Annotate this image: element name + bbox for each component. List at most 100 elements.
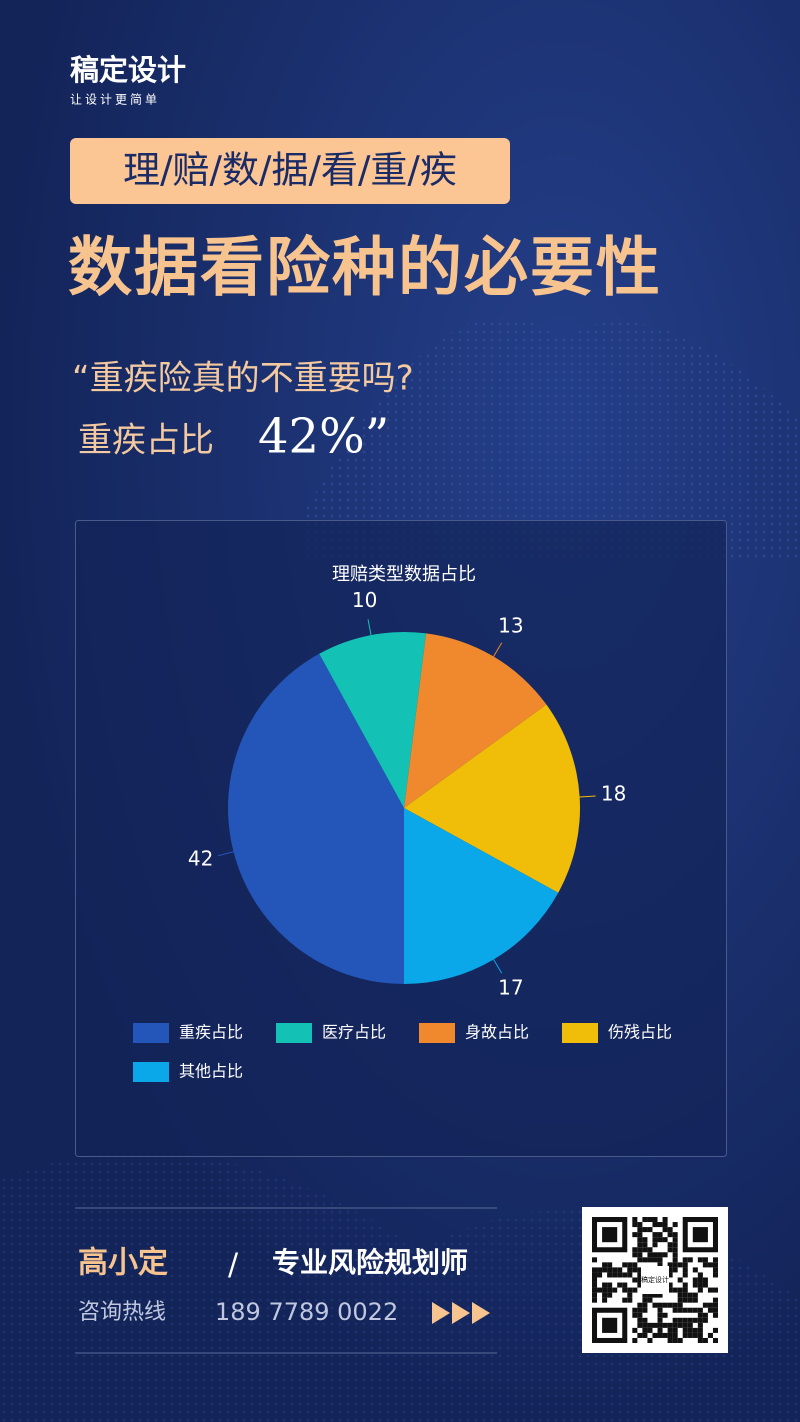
qr-cell — [657, 1237, 663, 1243]
qr-cell — [652, 1237, 658, 1243]
pie-slice — [227, 653, 404, 984]
leader-line — [493, 959, 503, 974]
qr-cell — [712, 1267, 718, 1273]
qr-cell — [597, 1272, 603, 1278]
qr-cell — [647, 1257, 653, 1263]
qr-cell — [647, 1292, 653, 1298]
qr-cell — [672, 1332, 678, 1338]
qr-cell — [592, 1287, 598, 1293]
qr-cell — [682, 1272, 688, 1278]
qr-cell — [657, 1317, 663, 1323]
legend-label: 伤残占比 — [608, 1023, 672, 1042]
qr-cell — [637, 1227, 643, 1233]
qr-cell — [607, 1287, 613, 1293]
qr-cell — [672, 1287, 678, 1293]
qr-cell — [712, 1262, 718, 1268]
qr-cell — [697, 1337, 703, 1343]
qr-cell — [677, 1322, 683, 1328]
contact-role: 专业风险规划师 — [272, 1246, 468, 1279]
qr-cell — [637, 1277, 643, 1283]
qr-cell — [692, 1332, 698, 1338]
qr-cell — [632, 1247, 638, 1253]
qr-cell — [637, 1257, 643, 1263]
qr-cell — [622, 1297, 628, 1303]
qr-cell — [642, 1332, 648, 1338]
qr-cell — [662, 1237, 668, 1243]
qr-cell — [652, 1217, 658, 1223]
pie-slice — [319, 632, 427, 808]
qr-cell — [632, 1232, 638, 1238]
qr-cell — [607, 1262, 613, 1268]
qr-cell — [692, 1317, 698, 1323]
qr-cell — [702, 1337, 708, 1343]
qr-cell — [637, 1322, 643, 1328]
qr-logo-bg — [641, 1266, 669, 1294]
qr-cell — [642, 1242, 648, 1248]
qr-cell — [647, 1327, 653, 1333]
qr-cell — [672, 1302, 678, 1308]
qr-cell — [667, 1282, 673, 1288]
qr-cell — [682, 1317, 688, 1323]
qr-cell — [627, 1262, 633, 1268]
qr-cell — [712, 1272, 718, 1278]
qr-cell — [657, 1327, 663, 1333]
qr-cell — [702, 1262, 708, 1268]
legend-label: 重疾占比 — [179, 1023, 243, 1042]
qr-cell — [652, 1292, 658, 1298]
qr-cell — [637, 1237, 643, 1243]
qr-cell — [667, 1267, 673, 1273]
qr-cell — [672, 1337, 678, 1343]
qr-cell — [637, 1222, 643, 1228]
qr-cell — [702, 1277, 708, 1283]
qr-cell — [697, 1257, 703, 1263]
qr-cell — [707, 1287, 713, 1293]
leader-line — [579, 795, 596, 798]
qr-cell — [712, 1287, 718, 1293]
qr-cell — [667, 1322, 673, 1328]
qr-cell — [632, 1217, 638, 1223]
quote-line: “重疾险真的不重要吗? — [72, 359, 414, 399]
qr-cell — [602, 1297, 608, 1303]
qr-cell — [692, 1327, 698, 1333]
qr-cell — [642, 1297, 648, 1303]
qr-cell — [632, 1267, 638, 1273]
qr-cell — [682, 1297, 688, 1303]
qr-cell — [692, 1292, 698, 1298]
qr-cell — [667, 1327, 673, 1333]
qr-cell — [697, 1282, 703, 1288]
hotline-label: 咨询热线 — [78, 1300, 166, 1325]
leader-line — [493, 642, 503, 657]
legend-label: 身故占比 — [465, 1023, 529, 1042]
qr-cell — [612, 1272, 618, 1278]
quote-prefix: 重疾占比 — [78, 421, 214, 461]
qr-cell — [667, 1242, 673, 1248]
legend-label: 医疗占比 — [322, 1023, 386, 1042]
qr-cell — [707, 1302, 713, 1308]
qr-cell — [657, 1312, 663, 1318]
qr-cell — [612, 1267, 618, 1273]
qr-cell — [652, 1332, 658, 1338]
qr-cell — [677, 1337, 683, 1343]
arrows — [432, 1302, 490, 1324]
qr-cell — [637, 1312, 643, 1318]
qr-cell — [602, 1267, 608, 1273]
qr-cell — [632, 1312, 638, 1318]
legend-swatch — [133, 1023, 169, 1043]
qr-cell — [642, 1322, 648, 1328]
qr-cell — [707, 1332, 713, 1338]
qr-cell — [687, 1327, 693, 1333]
qr-cell — [702, 1257, 708, 1263]
qr-cell — [662, 1302, 668, 1308]
qr-cell — [637, 1332, 643, 1338]
qr-cell — [677, 1287, 683, 1293]
qr-cell — [642, 1302, 648, 1308]
qr-cell — [677, 1307, 683, 1313]
qr-cell — [667, 1262, 673, 1268]
qr-cell — [637, 1307, 643, 1313]
qr-cell — [657, 1262, 663, 1268]
qr-cell — [662, 1222, 668, 1228]
qr-cell — [702, 1302, 708, 1308]
qr-cell — [642, 1317, 648, 1323]
